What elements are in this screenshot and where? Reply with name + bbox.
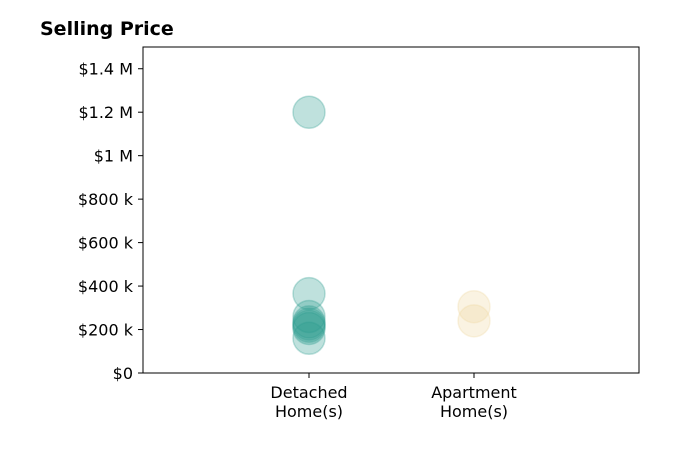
y-axis: $0 $200 k $400 k $600 k $800 k $1 M $1.2 M $1.4… <box>78 60 143 383</box>
data-point <box>292 311 326 346</box>
data-point <box>457 304 491 338</box>
data-point <box>457 289 491 324</box>
data-point <box>292 299 326 334</box>
plot-frame <box>142 46 640 374</box>
data-point <box>292 276 326 311</box>
x-tick-label: Apartment Home(s) <box>431 383 517 421</box>
y-tick-label: $1.2 M <box>78 103 133 122</box>
chart-title: Selling Price <box>40 18 174 40</box>
data-point <box>292 305 326 339</box>
y-tick-label: $1.4 M <box>78 60 133 79</box>
data-point <box>292 309 326 344</box>
x-axis: Detached Home(s) Apartment Home(s) <box>270 373 517 421</box>
y-tick-label: $200 k <box>78 321 134 340</box>
x-tick-label: Detached Home(s) <box>270 383 347 421</box>
y-tick-label: $400 k <box>78 277 134 296</box>
data-point <box>292 95 326 129</box>
y-tick-label: $1 M <box>94 147 133 166</box>
data-points <box>292 95 491 355</box>
data-point <box>292 307 326 341</box>
y-tick-label: $0 <box>113 364 133 383</box>
y-tick-label: $600 k <box>78 234 134 253</box>
y-tick-label: $800 k <box>78 190 134 209</box>
data-point <box>292 321 326 355</box>
